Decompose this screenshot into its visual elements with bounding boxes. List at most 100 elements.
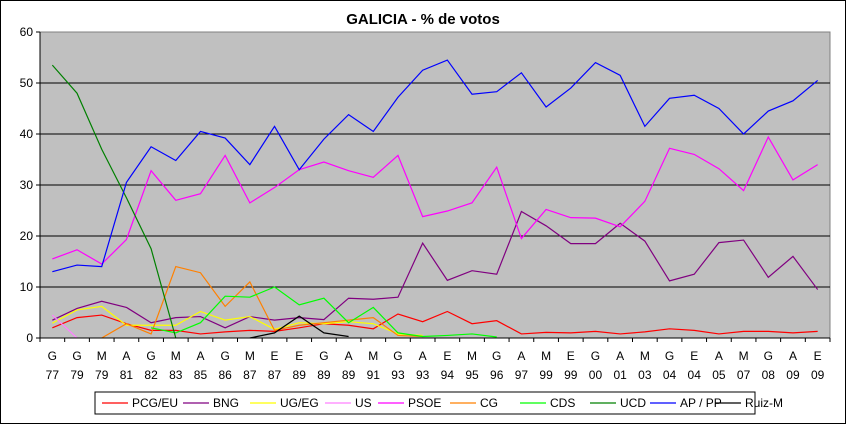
x-tick-label-top: E [295,349,303,363]
series-ruiz-m [249,315,349,339]
x-tick-label-top: A [715,349,723,363]
x-tick-label-top: M [640,349,650,363]
series-bng [52,210,819,329]
x-tick-label-top: A [122,349,130,363]
x-tick-label-bottom: 87 [243,368,257,382]
x-tick-label-top: M [97,349,107,363]
y-tick-label: 30 [20,178,34,192]
y-tick-label: 20 [20,229,34,243]
x-tick-label-bottom: 82 [144,368,158,382]
x-tick-label-top: E [443,349,451,363]
x-tick-label-top: G [492,349,501,363]
x-tick-label-bottom: 08 [762,368,776,382]
series-line [51,64,177,339]
axes [36,31,831,342]
x-tick-label-top: M [541,349,551,363]
legend-label: AP / PP [680,396,722,410]
x-tick-label-top: M [245,349,255,363]
x-tick-label-top: G [146,349,155,363]
series-line [52,305,423,337]
x-tick-label-bottom: 81 [120,368,134,382]
legend: PCG/EU BNG UG/EG US PSOE CG CDS UCD AP / PP Ruiz-… [94,391,783,415]
series-line [52,135,818,265]
x-tick-label-top: G [48,349,57,363]
x-tick-label-bottom: 77 [46,368,60,382]
series-ap-pp [52,59,819,273]
x-tick-label-bottom: 89 [342,368,356,382]
legend-label: CDS [550,396,575,410]
series-line [249,315,349,339]
series-line [52,210,819,329]
x-tick-label-bottom: 03 [638,368,652,382]
x-tick-label-top: A [789,349,797,363]
x-tick-label-top: A [616,349,624,363]
x-tick-label-top: G [764,349,773,363]
x-tick-label-bottom: 79 [70,368,84,382]
x-axis-ticks: G 77 G 79 M 79 A 81 G 82 M 83 A 85 G 86 M 87 E 87 E 89 G 89 A 89 M… [46,349,825,382]
x-tick-label-top: G [665,349,674,363]
series-us [51,314,78,339]
legend-label: Ruiz-M [745,396,783,410]
x-tick-label-bottom: 95 [465,368,479,382]
legend-label: UG/EG [280,396,319,410]
x-tick-label-bottom: 93 [391,368,405,382]
x-tick-label-top: G [72,349,81,363]
y-tick-label: 0 [26,331,33,345]
x-tick-label-bottom: 89 [293,368,307,382]
x-tick-label-bottom: 05 [712,368,726,382]
series-cds [150,286,497,338]
x-tick-label-top: E [690,349,698,363]
series-line [150,286,497,338]
y-tick-label: 10 [20,280,34,294]
series-line [52,59,819,273]
series-cg [101,265,423,339]
x-tick-label-bottom: 85 [194,368,208,382]
x-tick-label-bottom: 83 [169,368,183,382]
x-tick-label-bottom: 96 [490,368,504,382]
x-tick-label-top: A [345,349,353,363]
x-tick-label-bottom: 09 [811,368,825,382]
x-tick-label-top: G [393,349,402,363]
x-tick-label-bottom: 79 [95,368,109,382]
series-line [101,265,423,339]
x-tick-label-top: M [739,349,749,363]
y-tick-label: 60 [20,25,34,39]
x-tick-label-top: M [171,349,181,363]
x-tick-label-top: E [814,349,822,363]
legend-label: BNG [213,396,239,410]
x-tick-label-top: M [368,349,378,363]
legend-label: US [355,396,372,410]
y-axis-ticks: 0 10 20 30 40 50 60 [20,25,34,345]
x-tick-label-bottom: 07 [737,368,751,382]
series-ug-eg [52,305,423,337]
series-line [51,314,78,339]
x-tick-label-bottom: 00 [589,368,603,382]
x-tick-label-bottom: 01 [613,368,627,382]
x-tick-label-bottom: 04 [688,368,702,382]
x-tick-label-top: A [517,349,525,363]
legend-box [94,391,756,415]
x-tick-label-bottom: 87 [268,368,282,382]
x-tick-label-top: G [319,349,328,363]
y-tick-label: 40 [20,127,34,141]
y-tick-label: 50 [20,76,34,90]
series-ucd [51,64,177,339]
x-tick-label-top: E [567,349,575,363]
x-tick-label-top: A [419,349,427,363]
x-tick-label-bottom: 04 [663,368,677,382]
x-tick-label-bottom: 99 [539,368,553,382]
x-tick-label-top: A [196,349,204,363]
chart-title: GALICIA - % de votos [346,11,500,28]
x-tick-label-top: G [591,349,600,363]
legend-label: PCG/EU [132,396,178,410]
gridlines [40,82,830,288]
series-psoe [52,135,818,265]
series-lines [51,59,819,339]
x-tick-label-bottom: 91 [367,368,381,382]
x-tick-label-top: G [220,349,229,363]
legend-label: UCD [620,396,646,410]
x-tick-label-top: E [271,349,279,363]
x-tick-label-bottom: 89 [317,368,331,382]
x-tick-label-bottom: 94 [441,368,455,382]
